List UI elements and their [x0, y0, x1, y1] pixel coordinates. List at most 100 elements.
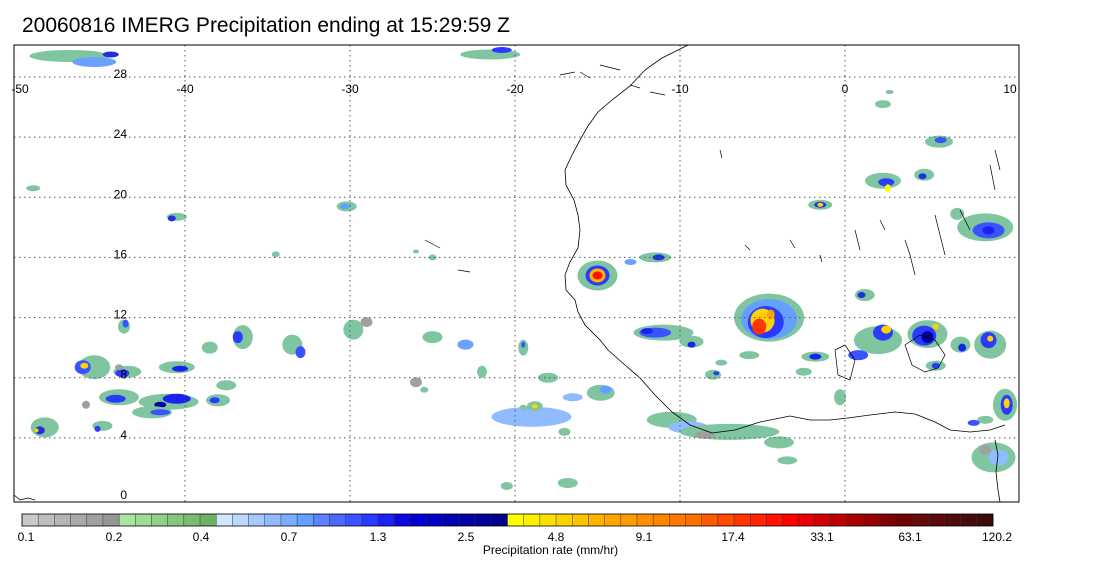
- colorbar-swatch: [410, 514, 427, 526]
- colorbar-swatch: [912, 514, 929, 526]
- colorbar-swatch: [620, 514, 638, 526]
- precip-cell: [586, 384, 615, 401]
- map-title: 20060816 IMERG Precipitation ending at 1…: [22, 14, 510, 37]
- precip-cell: [271, 251, 280, 258]
- colorbar-swatch: [976, 514, 994, 526]
- precip-cell: [764, 436, 794, 449]
- precip-cell: [641, 328, 653, 335]
- precip-cell: [884, 184, 891, 193]
- precip-cell: [931, 362, 940, 369]
- west-africa-coastline: [564, 44, 1006, 434]
- colorbar-swatch: [734, 514, 751, 526]
- precip-cell: [557, 477, 578, 488]
- precip-cell: [72, 56, 117, 67]
- colorbar-swatch: [944, 514, 961, 526]
- colorbar-swatch: [329, 514, 346, 526]
- precip-cell: [295, 346, 306, 359]
- colorbar-swatch: [151, 514, 168, 526]
- colorbar-swatch: [183, 514, 201, 526]
- colorbar-tick-label: 0.4: [193, 530, 210, 544]
- precip-cell: [154, 401, 167, 408]
- precip-cell: [878, 178, 895, 187]
- precip-cell: [687, 341, 696, 348]
- colorbar-swatch: [313, 514, 330, 526]
- precip-cell: [521, 341, 526, 348]
- precip-cell: [739, 351, 760, 360]
- colorbar-swatch: [766, 514, 783, 526]
- colorbar-swatch: [216, 514, 233, 526]
- colorbar-tick-label: 0.2: [106, 530, 123, 544]
- precip-cell: [1003, 398, 1010, 409]
- colorbar-swatch: [475, 514, 492, 526]
- precip-cell: [834, 389, 847, 406]
- precip-cell: [777, 456, 798, 465]
- colorbar-swatch: [458, 514, 476, 526]
- map-frame: [13, 44, 1020, 503]
- precip-cell: [150, 409, 171, 416]
- colorbar: [21, 513, 994, 527]
- precip-cell: [885, 90, 894, 95]
- colorbar-swatch: [604, 514, 622, 526]
- precip-cell: [26, 185, 41, 192]
- precip-cell: [624, 258, 637, 265]
- precip-cell: [80, 362, 89, 369]
- lake-shape: [834, 334, 946, 381]
- precip-cell: [491, 46, 512, 53]
- precip-cell: [201, 341, 218, 354]
- lon-label: -30: [341, 82, 359, 96]
- precip-cell: [232, 331, 243, 344]
- colorbar-swatch: [669, 514, 686, 526]
- precip-cell: [519, 404, 528, 411]
- colorbar-swatch: [248, 514, 266, 526]
- precip-cell: [562, 393, 583, 402]
- precip-cell: [918, 173, 927, 180]
- precip-cell: [500, 481, 513, 490]
- colorbar-swatch: [378, 514, 395, 526]
- precip-cell: [705, 369, 721, 380]
- precip-cell: [848, 350, 869, 361]
- lat-label: 12: [114, 308, 128, 322]
- precip-cell: [343, 319, 364, 340]
- colorbar-swatch: [345, 514, 363, 526]
- colorbar-swatch: [135, 514, 152, 526]
- colorbar-swatch: [491, 514, 508, 526]
- precip-cell: [982, 226, 995, 235]
- precip-cell: [809, 353, 822, 360]
- precip-cell: [921, 331, 934, 344]
- precip-cell: [420, 386, 429, 393]
- colorbar-swatch: [636, 514, 654, 526]
- lat-label: 16: [114, 247, 128, 261]
- precip-cell: [817, 202, 824, 207]
- precip-cell: [360, 317, 373, 328]
- lon-label: -50: [11, 82, 29, 96]
- colorbar-tick-label: 17.4: [721, 530, 745, 544]
- precip-cell: [967, 419, 980, 426]
- axis-labels: -50 -40 -30 -20 -10 0 10 28 24 20 16 12 8 4 0: [11, 67, 1017, 502]
- lat-label: 28: [114, 67, 128, 81]
- coastline-layer: [13, 44, 1006, 503]
- precip-cell: [958, 343, 967, 352]
- precip-cell: [592, 271, 603, 280]
- colorbar-swatch: [717, 514, 735, 526]
- colorbar-swatch: [895, 514, 913, 526]
- colorbar-swatch: [70, 514, 88, 526]
- colorbar-swatch: [523, 514, 541, 526]
- colorbar-tick-label: 1.3: [370, 530, 387, 544]
- precip-cell: [752, 318, 767, 335]
- colorbar-swatch: [831, 514, 848, 526]
- precip-cell: [105, 394, 126, 403]
- precip-cell: [413, 249, 419, 254]
- lon-label: -10: [671, 82, 689, 96]
- colorbar-swatch: [54, 514, 71, 526]
- colorbar-swatch: [653, 514, 670, 526]
- precip-cell: [881, 325, 892, 334]
- precip-cell: [410, 377, 422, 388]
- colorbar-swatch: [442, 514, 460, 526]
- colorbar-swatch: [539, 514, 557, 526]
- precip-cell: [172, 365, 189, 372]
- precip-cell: [340, 203, 351, 210]
- precip-cell: [857, 292, 866, 299]
- lat-label: 24: [114, 127, 128, 141]
- colorbar-tick-label: 33.1: [810, 530, 834, 544]
